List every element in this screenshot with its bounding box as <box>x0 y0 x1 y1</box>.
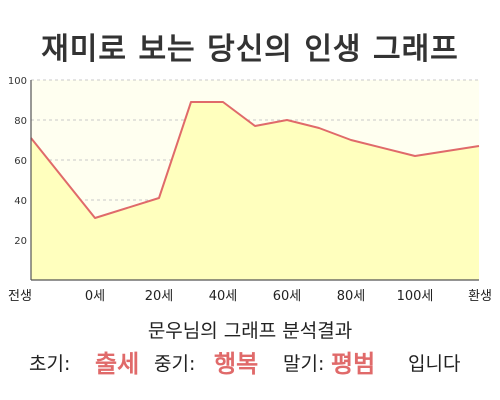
x-tick-label: 20세 <box>145 289 174 304</box>
chart-title: 재미로 보는 당신의 인생 그래프 <box>41 32 459 67</box>
area-layer <box>30 101 480 280</box>
axes <box>30 80 479 281</box>
early-label: 초기: <box>29 353 71 375</box>
late-label: 말기: <box>283 353 325 375</box>
x-tick-label: 전생 <box>8 289 32 304</box>
x-tick-label: 환생 <box>468 289 492 304</box>
late-value: 평범 <box>331 350 376 378</box>
x-tick-labels: 전생 0세 20세 40세 60세 80세 100세 환생 <box>8 289 492 304</box>
area-fill <box>31 102 479 280</box>
x-tick-label: 40세 <box>209 289 238 304</box>
life-graph-chart: 20 40 60 80 100 전생 0세 20세 40세 60세 80세 100세 환생 <box>8 76 492 304</box>
middle-label: 중기: <box>154 353 196 375</box>
x-tick-label: 80세 <box>337 289 366 304</box>
analysis-heading: 문우님의 그래프 분석결과 <box>147 320 353 342</box>
x-tick-label: 0세 <box>85 289 105 304</box>
ending-text: 입니다 <box>408 353 461 375</box>
series-line <box>30 101 480 219</box>
analysis-result-line: 초기: 출세 중기: 행복 말기: 평범 입니다 <box>0 349 500 379</box>
y-tick-labels: 20 40 60 80 100 <box>8 76 27 247</box>
middle-value: 행복 <box>214 350 259 378</box>
early-value: 출세 <box>95 350 140 378</box>
y-tick-label: 80 <box>14 116 27 127</box>
x-tick-label: 60세 <box>273 289 302 304</box>
y-tick-label: 20 <box>14 236 27 247</box>
y-tick-label: 100 <box>8 76 27 87</box>
x-tick-label: 100세 <box>397 289 434 304</box>
y-tick-label: 40 <box>14 196 27 207</box>
y-tick-label: 60 <box>14 156 27 167</box>
